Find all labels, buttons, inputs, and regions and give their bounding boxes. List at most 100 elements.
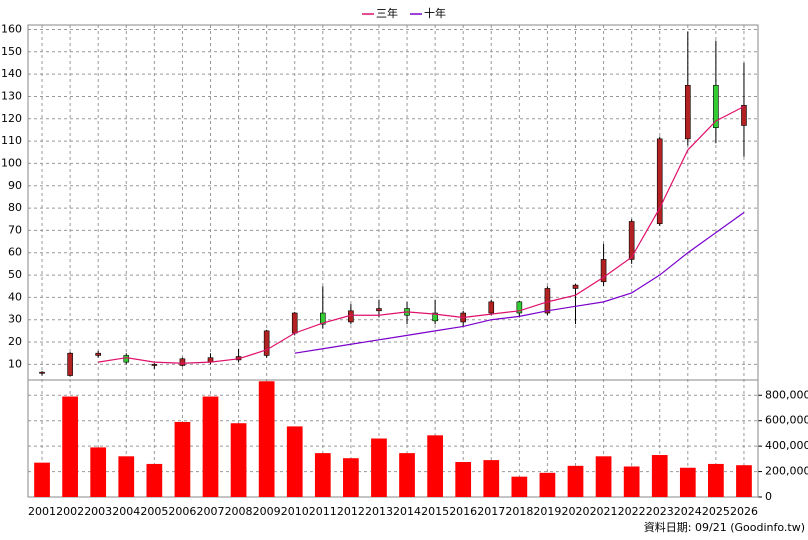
volume-bar: [286, 426, 303, 497]
y-tick-label: 110: [1, 134, 22, 147]
x-tick-label: 2022: [618, 505, 646, 518]
volume-bar: [399, 453, 415, 497]
y2-tick-label: 800,000: [765, 388, 808, 401]
volume-bar: [146, 463, 163, 497]
volume-bar: [455, 462, 472, 497]
volume-bar: [623, 466, 640, 497]
x-tick-label: 2025: [702, 505, 730, 518]
candle-body: [628, 221, 635, 260]
x-tick-label: 2013: [365, 505, 393, 518]
volume-bar: [539, 472, 556, 497]
volume-bar: [90, 447, 107, 497]
candle-body: [516, 301, 523, 314]
volume-bar: [314, 453, 331, 497]
volume-bar: [202, 396, 219, 497]
x-tick-label: 2007: [197, 505, 225, 518]
y-tick-label: 80: [8, 201, 22, 214]
volume-bar: [343, 458, 359, 497]
candle-body: [291, 312, 298, 334]
y-tick-label: 150: [1, 45, 22, 58]
ma-line: [98, 105, 745, 364]
y-tick-label: 50: [8, 268, 22, 281]
x-tick-label: 2005: [140, 505, 168, 518]
volume-bar: [595, 456, 612, 497]
x-tick-label: 2019: [533, 505, 561, 518]
x-tick-label: 2014: [393, 505, 421, 518]
x-tick-label: 2004: [112, 505, 140, 518]
x-tick-label: 2021: [590, 505, 618, 518]
legend-label: 十年: [424, 6, 446, 20]
y2-tick-label: 400,000: [765, 439, 808, 452]
candle-body: [656, 138, 663, 225]
candle-body: [741, 105, 747, 126]
x-tick-label: 2006: [168, 505, 196, 518]
y-tick-label: 30: [8, 313, 22, 326]
candle-body: [544, 288, 551, 314]
volume-frame: [27, 379, 759, 498]
volume-bar: [230, 423, 247, 497]
candle-body: [600, 259, 607, 283]
volume-bar: [736, 465, 752, 497]
volume-bar: [174, 421, 191, 497]
volume-bar: [567, 465, 584, 497]
candle-body: [179, 358, 186, 366]
note: 資料日期: 09/21 (Goodinfo.tw): [644, 520, 805, 534]
volume-bar: [34, 462, 50, 497]
y-tick-label: 130: [1, 89, 22, 102]
volume-bar: [483, 460, 500, 497]
volume-bar: [651, 455, 668, 497]
y2-tick-label: 200,000: [765, 465, 808, 478]
y2-tick-label: 0: [765, 490, 772, 503]
y-tick-label: 160: [1, 22, 22, 35]
x-tick-label: 2008: [225, 505, 253, 518]
y-tick-label: 40: [8, 290, 22, 303]
y-tick-label: 10: [8, 357, 22, 370]
candle-body: [713, 84, 719, 129]
candle-body: [39, 371, 45, 374]
x-tick-label: 2015: [421, 505, 449, 518]
candle-body: [263, 330, 270, 356]
ma-line: [294, 212, 745, 354]
x-tick-label: 2024: [674, 505, 702, 518]
candle-body: [123, 355, 130, 363]
volume-bar: [371, 438, 387, 497]
x-tick-label: 2020: [562, 505, 590, 518]
x-tick-label: 2012: [337, 505, 365, 518]
y-tick-label: 140: [1, 67, 22, 80]
y-tick-label: 120: [1, 112, 22, 125]
x-tick-label: 2026: [730, 505, 758, 518]
candle-body: [488, 301, 495, 314]
candle-body: [572, 284, 579, 289]
y2-tick-label: 600,000: [765, 414, 808, 427]
y-tick-label: 100: [1, 156, 22, 169]
volume-bar: [708, 463, 724, 497]
y-tick-label: 20: [8, 335, 22, 348]
x-tick-label: 2023: [646, 505, 674, 518]
x-tick-label: 2010: [281, 505, 309, 518]
y-tick-label: 90: [8, 179, 22, 192]
x-tick-label: 2001: [28, 505, 56, 518]
candle-body: [348, 310, 354, 323]
y-tick-label: 60: [8, 246, 22, 259]
volume-bar: [118, 456, 135, 497]
x-tick-label: 2002: [56, 505, 84, 518]
volume-bar: [258, 381, 275, 497]
x-tick-label: 2009: [253, 505, 281, 518]
candle-body: [67, 352, 73, 376]
x-tick-label: 2017: [477, 505, 505, 518]
volume-bar: [679, 467, 696, 497]
volume-bar: [511, 476, 528, 497]
legend-label: 三年: [376, 6, 398, 20]
y-tick-label: 70: [8, 223, 22, 236]
x-tick-label: 2016: [449, 505, 477, 518]
x-tick-label: 2018: [505, 505, 533, 518]
x-tick-label: 2011: [309, 505, 337, 518]
candle-body: [151, 364, 158, 366]
candle-body: [685, 84, 691, 140]
volume-bar: [427, 435, 443, 497]
candle-body: [376, 308, 382, 312]
candle-body: [320, 312, 326, 325]
candle-body: [432, 312, 438, 322]
